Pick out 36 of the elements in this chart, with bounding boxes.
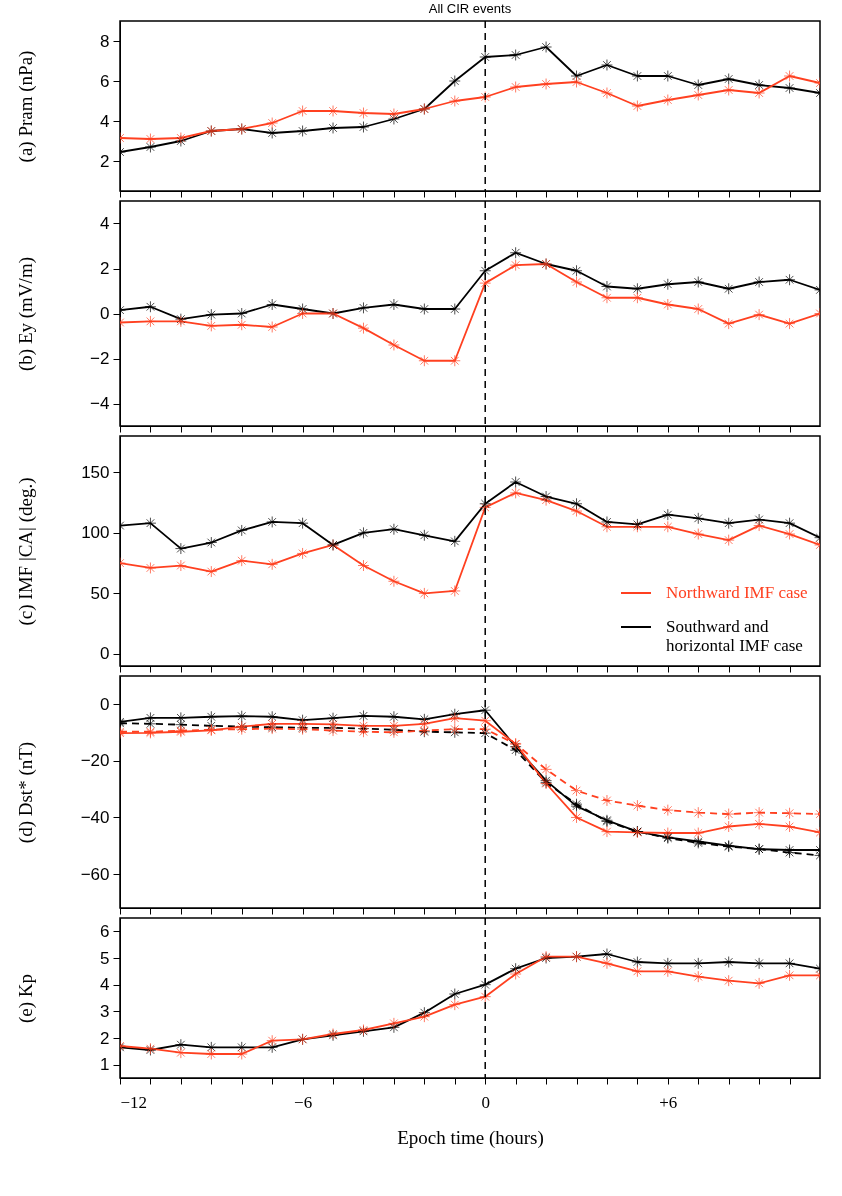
y-tick-label: 6: [100, 921, 110, 941]
y-tick-label: −2: [90, 349, 110, 368]
y-tick-label: 150: [81, 462, 110, 482]
y-tick-label: 8: [100, 31, 110, 51]
y-tick-label: 0: [100, 644, 110, 664]
x-tick-label: −12: [120, 1092, 148, 1112]
x-tick-label: −6: [294, 1092, 313, 1112]
y-axis-title: (c) IMF |CA| (deg.): [14, 477, 37, 626]
y-axis-title: (b) Ey (mV/m): [14, 257, 37, 371]
y-tick-label: 4: [100, 214, 110, 233]
x-tick-label: 0: [481, 1092, 490, 1112]
y-tick-label: 4: [100, 111, 110, 131]
y-tick-label: 5: [100, 948, 110, 968]
y-axis-title: (e) Kp: [14, 973, 37, 1024]
y-tick-label: 50: [90, 583, 110, 603]
y-tick-label: −20: [80, 751, 110, 771]
y-tick-label: 4: [100, 975, 110, 995]
legend-label: Southward and horizontal IMF case: [666, 617, 803, 655]
y-tick-label: 6: [100, 71, 110, 91]
y-tick-label: 2: [100, 151, 110, 171]
y-tick-label: −4: [90, 394, 110, 413]
chart-title: All CIR events: [428, 1, 512, 17]
y-axis-title: (a) Pram (nPa): [14, 50, 37, 163]
y-tick-label: −40: [80, 807, 110, 827]
y-tick-label: 2: [100, 259, 110, 278]
y-axis-title: (d) Dst* (nT): [14, 741, 37, 844]
y-tick-label: −60: [80, 864, 110, 884]
legend-label: Northward IMF case: [666, 583, 808, 602]
y-tick-label: 1: [100, 1055, 110, 1075]
y-tick-label: 100: [81, 523, 110, 543]
x-tick-label: +6: [659, 1092, 678, 1112]
y-tick-label: 0: [100, 694, 110, 714]
y-tick-label: 0: [100, 304, 110, 323]
x-axis-title: Epoch time (hours): [397, 1126, 544, 1149]
y-tick-label: 2: [100, 1028, 110, 1048]
y-tick-label: 3: [100, 1001, 110, 1021]
